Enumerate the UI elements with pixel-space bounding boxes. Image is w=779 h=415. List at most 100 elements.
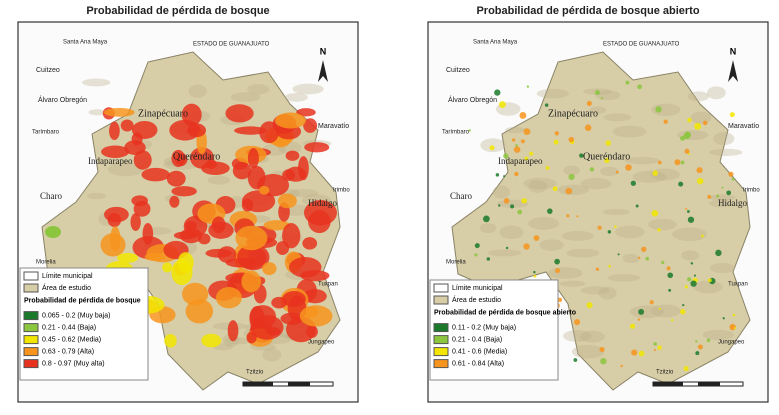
terrain <box>492 185 510 199</box>
terrain <box>87 192 107 200</box>
terrain <box>284 92 308 102</box>
legend-label: 0.21 - 0.44 (Baja) <box>42 324 96 331</box>
forest-loss <box>187 123 207 138</box>
terrain <box>713 132 735 146</box>
place-label: Maravatío <box>728 123 759 130</box>
forest-loss <box>171 186 197 197</box>
forest-loss <box>683 366 689 372</box>
forest-loss <box>166 170 186 187</box>
forest-loss <box>625 80 630 85</box>
forest-loss <box>637 84 642 90</box>
terrain <box>479 223 497 234</box>
legend-label: Área de estudio <box>42 283 91 292</box>
forest-loss <box>604 157 610 164</box>
place-label: Tarímbaro <box>442 130 470 136</box>
place-label: Morelia <box>446 260 466 266</box>
legend-label: 0.8 - 0.97 (Muy alta) <box>42 360 105 367</box>
forest-loss <box>235 225 268 251</box>
forest-loss <box>474 243 480 249</box>
forest-loss <box>722 317 725 320</box>
legend-swatch <box>433 283 449 293</box>
forest-loss <box>164 334 177 348</box>
terrain <box>562 330 592 342</box>
forest-loss <box>625 164 632 171</box>
terrain <box>707 86 726 100</box>
legend-box <box>19 267 149 381</box>
forest-loss <box>594 89 600 96</box>
terrain <box>557 184 590 196</box>
terrain <box>598 286 617 300</box>
terrain <box>612 125 647 138</box>
forest-loss <box>663 119 668 124</box>
place-label: Queréndaro <box>173 151 220 162</box>
terrain <box>624 156 660 165</box>
forest-loss <box>661 260 665 265</box>
forest-loss <box>103 107 135 117</box>
terrain <box>650 168 680 181</box>
legend: Límite municipal Área de estudio Probabili… <box>19 267 149 381</box>
place-label: Cuitzeo <box>446 67 470 74</box>
legend-swatch <box>23 283 39 293</box>
forest-loss <box>468 129 471 132</box>
map-title: Probabilidad de pérdida de bosque <box>86 5 269 17</box>
place-label: Maravatío <box>318 123 349 130</box>
forest-loss <box>645 256 650 261</box>
forest-loss <box>657 345 662 350</box>
forest-loss <box>683 132 691 140</box>
forest-loss <box>721 186 724 189</box>
terrain <box>571 344 605 359</box>
place-label: Charo <box>450 191 472 201</box>
terrain <box>566 248 600 258</box>
forest-loss <box>687 216 695 223</box>
forest-loss <box>595 267 600 271</box>
forest-loss <box>285 150 300 161</box>
forest-loss <box>568 136 575 143</box>
forest-loss <box>547 208 553 214</box>
forest-loss <box>169 195 180 208</box>
forest-loss <box>682 304 685 307</box>
forest-loss <box>289 257 322 278</box>
terrain <box>648 218 677 231</box>
forest-loss <box>600 97 603 100</box>
terrain <box>702 329 735 340</box>
terrain <box>561 230 594 241</box>
place-label: Álvaro Obregón <box>448 95 497 104</box>
forest-loss <box>175 152 188 167</box>
place-label: Irimbo <box>333 188 350 194</box>
forest-loss <box>668 288 672 292</box>
forest-loss <box>697 344 703 350</box>
legend-label: 0.61 - 0.84 (Alta) <box>452 360 504 367</box>
forest-loss <box>554 258 560 265</box>
legend-label: Área de estudio <box>452 295 501 304</box>
forest-loss <box>617 253 620 256</box>
place-label: Queréndaro <box>583 151 630 162</box>
forest-loss <box>607 230 612 234</box>
forest-loss <box>584 124 592 132</box>
terrain <box>504 126 526 134</box>
terrain <box>499 225 524 239</box>
place-label: Tarímbaro <box>32 130 60 136</box>
forest-loss <box>715 249 722 257</box>
forest-loss <box>554 131 559 136</box>
forest-loss <box>586 100 592 107</box>
forest-loss <box>247 147 259 169</box>
terrain <box>602 209 631 216</box>
north-letter: N <box>320 46 327 56</box>
forest-loss <box>181 103 202 127</box>
forest-loss <box>513 146 521 153</box>
forest-loss <box>684 285 688 289</box>
forest-loss <box>215 287 242 309</box>
scale-bar <box>698 382 720 386</box>
legend-label: Límite municipal <box>42 273 93 280</box>
terrain <box>629 305 665 319</box>
legend-label: 0.63 - 0.79 (Alta) <box>42 348 94 355</box>
forest-loss <box>101 145 130 158</box>
forest-loss <box>130 213 141 231</box>
terrain <box>709 263 736 274</box>
forest-loss <box>690 262 694 265</box>
forest-loss <box>503 198 510 204</box>
terrain <box>580 286 610 295</box>
forest-loss <box>495 173 500 177</box>
forest-loss <box>637 256 641 260</box>
legend-swatch <box>433 295 449 305</box>
